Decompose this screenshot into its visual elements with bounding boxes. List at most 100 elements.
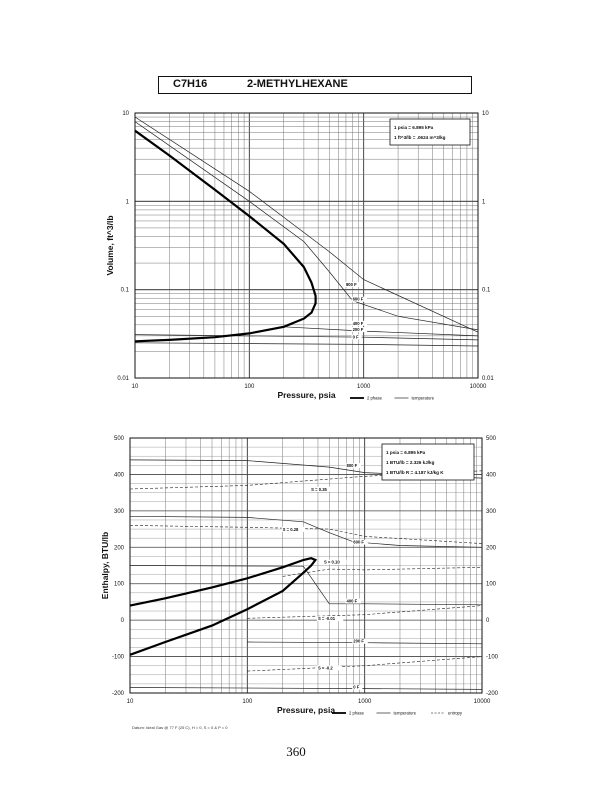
chart1-y-tick-label-left: 10: [122, 111, 129, 117]
chart2-curve-label: 800 F: [346, 463, 357, 468]
chart1-curve-label-bg: [351, 334, 362, 340]
chart2-legend-label: entropy: [448, 711, 463, 716]
chart2-y-axis-title: Enthalpy, BTU/lb: [100, 532, 110, 599]
compound-name: 2-METHYLHEXANE: [247, 78, 348, 90]
chart1-conversion-text: 1 psia = 6.895 kPa: [394, 125, 434, 130]
chart2-x-tick-label: 10000: [474, 699, 491, 705]
chart2-entropy-line: [129, 470, 483, 490]
chart2-y-tick-label-left: 100: [114, 582, 125, 588]
chart2-y-tick-label-right: 400: [486, 472, 497, 478]
chart1-x-tick-label: 100: [244, 384, 255, 390]
datum-footnote: Datum: Ideal Gas @ 77 F (25 C), H = 0, S…: [132, 725, 228, 730]
chart2-curve-label-bg: [322, 559, 347, 565]
chart2-y-tick-label-right: -100: [486, 655, 499, 661]
chart1-y-tick-label-left: 0.01: [117, 376, 129, 382]
chart2-y-tick-label-left: 0: [121, 618, 125, 624]
chart2-y-tick-label-right: 0: [486, 618, 490, 624]
chart2-curve-label-bg: [316, 665, 341, 671]
chart1-conversion-box: [389, 118, 471, 146]
chart2-y-tick-label-left: 500: [114, 436, 125, 442]
chart2-y-tick-label-left: 400: [114, 472, 125, 478]
chart1-two-phase-envelope: [134, 129, 317, 343]
chart2-conversion-text: 1 BTU/lb R = 4.187 kJ/kg K: [386, 470, 444, 475]
chart2-isotherm-line: [129, 515, 483, 548]
chart1-legend-label: 2 phase: [367, 396, 383, 401]
chart2-curve-label-bg: [345, 463, 361, 469]
chart1-curve-label: 200 F: [353, 327, 364, 332]
chart2-entropy-line: [129, 525, 483, 544]
chart1-y-tick-label-right: 0.01: [482, 376, 494, 382]
title-box: C7H16 2-METHYLHEXANE: [158, 76, 472, 94]
chart2-curve-label: S = -0.01: [318, 616, 336, 621]
chart2-x-tick-label: 100: [242, 699, 253, 705]
chart1-curve-label: 400 F: [353, 321, 364, 326]
chart2-curve-label-bg: [352, 684, 363, 690]
chart1-curve-label: 600 F: [353, 297, 364, 302]
chart1-x-tick-label: 1000: [357, 384, 371, 390]
chart2-curve-label: 0 F: [353, 685, 359, 690]
chart2-curve-label: S = 0.35: [311, 487, 327, 492]
chart1-curve-label: 0 F: [353, 335, 359, 340]
chart2-legend-label: temperature: [394, 711, 417, 716]
chart1-isotherm-line: [134, 342, 479, 347]
chart2-curve-label: S = 0.28: [283, 527, 299, 532]
chart2-x-axis-title: Pressure, psia: [277, 705, 335, 715]
chart1-curve-label-bg: [344, 282, 361, 288]
chart2-conversion-text: 1 psia = 6.895 kPa: [386, 450, 426, 455]
chart2-curve-label-bg: [352, 638, 368, 644]
chart2-conversion-box: [381, 443, 475, 481]
page-number: 360: [286, 744, 306, 759]
chart1-y-tick-label-right: 10: [482, 111, 489, 117]
chart2-y-tick-label-left: -200: [112, 691, 125, 697]
chart1-isotherm-line: [134, 121, 479, 331]
chart1-curve-label-bg: [351, 296, 368, 302]
chart1-plot-frame: [134, 112, 479, 379]
chart1-y-tick-label-right: 1: [482, 199, 486, 205]
chart1-curve-label-bg: [351, 320, 368, 326]
chart1-isotherm-line: [134, 116, 479, 333]
chart2-conversion-text: 1 BTU/lb = 2.326 kJ/kg: [386, 460, 435, 465]
chemical-formula: C7H16: [173, 78, 208, 90]
chart1-y-tick-label-left: 1: [126, 199, 130, 205]
chart1-curve-label: 800 F: [346, 282, 357, 287]
chart2-legend-label: 2 phase: [349, 711, 365, 716]
chart2-curve-label-bg: [310, 486, 334, 492]
chart2-y-tick-label-right: 500: [486, 436, 497, 442]
chart2-curve-label: 400 F: [346, 599, 357, 604]
chart1-conversion-text: 1 ft^3/lb = .0624 m^3/kg: [394, 135, 446, 140]
chart1-isotherm-line: [283, 326, 479, 337]
chart2-curve-label-bg: [316, 616, 344, 622]
chart1-x-tick-label: 10000: [470, 384, 487, 390]
chart1-y-axis-title: Volume, ft^3/lb: [105, 215, 115, 275]
chart2-curve-label: 200 F: [353, 639, 364, 644]
chart1-x-axis-title: Pressure, psia: [277, 390, 335, 400]
chart1-y-tick-label-right: 0.1: [482, 288, 491, 294]
chart1-legend-label: temperature: [412, 396, 435, 401]
chart2-curve-label-bg: [281, 526, 306, 532]
chart2-y-tick-label-right: -200: [486, 691, 499, 697]
chart2-y-tick-label-right: 200: [486, 545, 497, 551]
chart2-entropy-line: [247, 605, 483, 619]
chart2-x-tick-label: 10: [127, 699, 134, 705]
chart1-x-tick-label: 10: [132, 384, 139, 390]
chart2-isotherm-line: [129, 565, 483, 606]
chart2-isotherm-line: [129, 687, 483, 690]
chart2-entropy-line: [247, 656, 483, 672]
chart1-curve-label-bg: [351, 327, 368, 333]
chart1-y-tick-label-left: 0.1: [121, 288, 130, 294]
chart2-entropy-line: [282, 567, 483, 577]
chart2-y-tick-label-left: -100: [112, 655, 125, 661]
chart2-x-tick-label: 1000: [358, 699, 372, 705]
chart2-curve-label: 600 F: [353, 540, 364, 545]
chart2-curve-label: S = -0.2: [318, 665, 333, 670]
chart2-y-tick-label-right: 100: [486, 582, 497, 588]
chart2-curve-label-bg: [345, 598, 361, 604]
chart2-curve-label-bg: [352, 539, 368, 545]
chart2-y-tick-label-left: 300: [114, 509, 125, 515]
chart2-curve-label: S = 0.10: [324, 560, 340, 565]
chart2-y-tick-label-left: 200: [114, 545, 125, 551]
chart2-two-phase-envelope: [129, 557, 318, 656]
chart2-y-tick-label-right: 300: [486, 509, 497, 515]
chart1-isotherm-line: [134, 334, 479, 341]
